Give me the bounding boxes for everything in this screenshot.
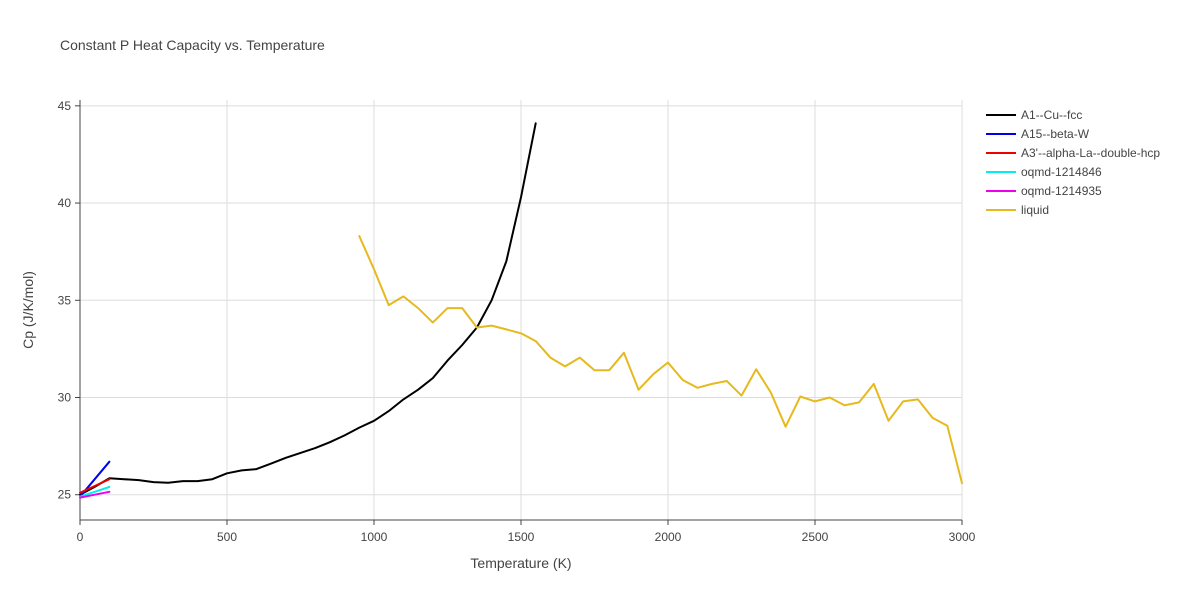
- legend-label: A15--beta-W: [1021, 127, 1090, 141]
- series-line-5: [358, 235, 963, 485]
- gridlines: [80, 100, 963, 520]
- legend-item[interactable]: oqmd-1214935: [986, 184, 1102, 198]
- y-tick-label: 30: [58, 391, 72, 405]
- y-tick-label: 40: [58, 196, 72, 210]
- y-tick-label: 45: [58, 99, 72, 113]
- x-tick-label: 1500: [508, 530, 535, 544]
- axes: 0 500 1000 1500 2000 2500 3000 25 30 35 40 45: [58, 99, 976, 544]
- legend-label: A1--Cu--fcc: [1021, 108, 1082, 122]
- legend-item[interactable]: A15--beta-W: [986, 127, 1090, 141]
- x-tick-label: 500: [217, 530, 237, 544]
- legend-label: A3'--alpha-La--double-hcp: [1021, 146, 1160, 160]
- x-tick-label: 2500: [802, 530, 829, 544]
- legend: A1--Cu--fcc A15--beta-W A3'--alpha-La--dou…: [986, 108, 1160, 217]
- chart-title: Constant P Heat Capacity vs. Temperature: [60, 37, 325, 53]
- x-tick-label: 3000: [949, 530, 976, 544]
- legend-label: liquid: [1021, 203, 1049, 217]
- legend-item[interactable]: A1--Cu--fcc: [986, 108, 1082, 122]
- legend-item[interactable]: liquid: [986, 203, 1049, 217]
- series-line-0: [79, 122, 537, 496]
- x-tick-label: 2000: [655, 530, 682, 544]
- plot-area: [79, 122, 963, 499]
- series-line-3: [79, 485, 111, 498]
- legend-label: oqmd-1214846: [1021, 165, 1102, 179]
- legend-item[interactable]: A3'--alpha-La--double-hcp: [986, 146, 1160, 160]
- legend-item[interactable]: oqmd-1214846: [986, 165, 1102, 179]
- y-tick-label: 25: [58, 488, 72, 502]
- x-tick-label: 1000: [361, 530, 388, 544]
- y-axis-title: Cp (J/K/mol): [20, 271, 36, 349]
- y-tick-label: 35: [58, 293, 72, 307]
- series-line-4: [79, 490, 111, 499]
- x-axis-title: Temperature (K): [470, 555, 571, 571]
- legend-label: oqmd-1214935: [1021, 184, 1102, 198]
- series-line-2: [79, 478, 111, 494]
- x-tick-label: 0: [77, 530, 84, 544]
